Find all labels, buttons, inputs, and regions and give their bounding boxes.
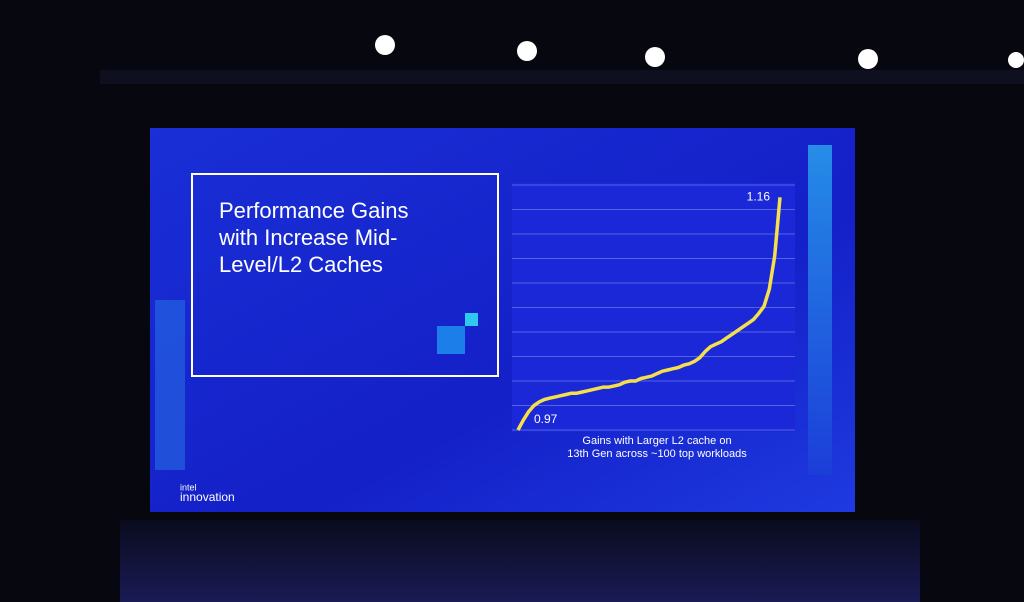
data-line xyxy=(516,197,782,431)
light xyxy=(1008,52,1024,68)
curtain xyxy=(120,520,920,602)
annotation: 0.97 xyxy=(534,412,558,426)
title-box xyxy=(191,173,499,377)
screen-edge xyxy=(155,300,185,470)
light xyxy=(645,47,665,67)
title-line: with Increase Mid- xyxy=(218,225,398,250)
light xyxy=(858,49,878,69)
annotation: 1.16 xyxy=(747,189,771,203)
caption-line: 13th Gen across ~100 top workloads xyxy=(567,448,747,460)
decor-square xyxy=(465,313,478,326)
light xyxy=(517,41,537,61)
screen-edge xyxy=(808,145,832,475)
brand-event: innovation xyxy=(180,490,235,504)
title-line: Level/L2 Caches xyxy=(219,252,383,277)
light xyxy=(375,35,395,55)
truss xyxy=(100,70,1024,84)
title-line: Performance Gains xyxy=(219,198,409,223)
decor-square xyxy=(437,326,465,354)
caption-line: Gains with Larger L2 cache on xyxy=(582,435,731,447)
brand-company: intel xyxy=(180,482,197,492)
